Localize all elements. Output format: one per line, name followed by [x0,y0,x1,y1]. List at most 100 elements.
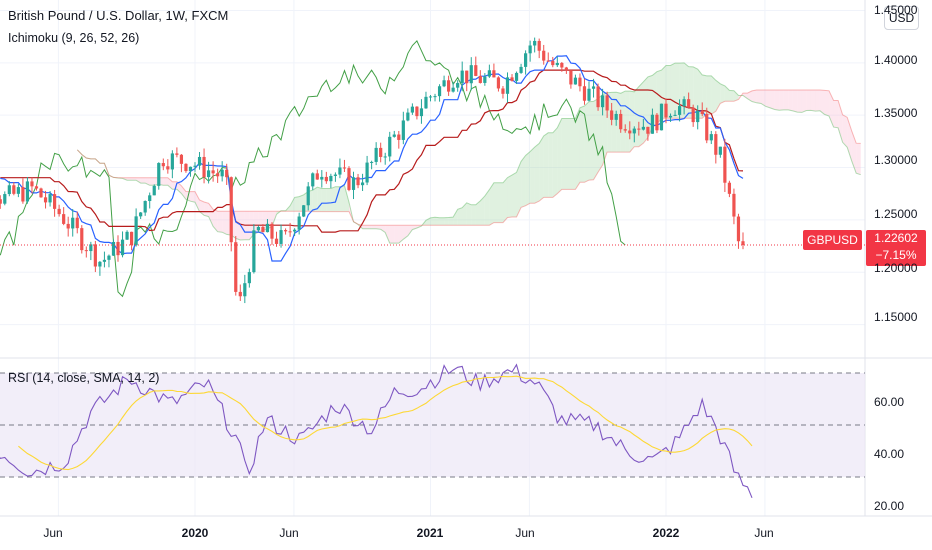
candle-body [388,136,392,157]
ichimoku-cloud [838,100,843,143]
ichimoku-cloud [810,89,816,112]
ichimoku-cloud [502,177,508,223]
candle-body [501,88,505,94]
ichimoku-cloud [475,200,481,226]
candle-body [311,173,315,187]
candle-body [274,238,279,244]
candle-body [66,223,70,229]
candle-body [53,194,57,209]
candle-body [84,250,88,252]
candle-body [696,110,700,123]
candle-body [256,227,261,231]
candle-body [338,167,342,175]
ichimoku-cloud [684,62,689,119]
candle-body [161,163,165,167]
ichimoku-cloud [720,83,725,104]
ichimoku-cloud [462,202,467,226]
candle-body [600,95,605,108]
ichimoku-cloud [448,217,454,226]
ichimoku-cloud [797,89,802,113]
candle-body [383,156,387,158]
ichimoku-cloud [321,188,327,212]
candle-body [188,166,193,172]
candle-body [12,185,16,194]
candle-body [297,216,301,230]
ichimoku-cloud [367,225,372,229]
last-price-value: 1.22602 [874,231,918,245]
ichimoku-cloud [176,181,182,194]
candle-body [569,70,573,85]
ichimoku-cloud [806,89,811,111]
ichimoku-cloud [616,92,621,153]
candle-body [360,182,365,186]
candle-body [582,86,587,101]
ichimoku-cloud [127,177,132,181]
candle-body [573,77,578,85]
candle-body [175,153,179,155]
candle-body [401,120,405,140]
candle-body [542,50,546,61]
price-tick: 1.40000 [874,53,918,67]
ichimoku-cloud [761,89,766,107]
candle-body [7,185,11,195]
candle-body [129,231,134,246]
ichimoku-cloud [561,118,567,190]
candle-body [247,272,251,284]
currency-button[interactable]: USD [884,6,919,30]
ichimoku-cloud [403,225,408,240]
ichimoku-cloud [389,225,395,244]
candle-body [21,187,25,202]
candle-body [392,134,396,137]
ichimoku-cloud [521,155,526,208]
ichimoku-cloud [330,186,336,212]
candle-body [374,147,378,162]
time-tick: Jun [279,526,299,540]
ichimoku-cloud [566,118,571,190]
candle-body [315,173,319,180]
ichimoku-cloud [697,69,703,119]
candle-body [3,194,7,204]
ichimoku-cloud [525,151,531,206]
candle-body [252,230,256,273]
candle-body [107,255,111,260]
candle-body [351,177,356,190]
ichimoku-cloud [394,225,399,244]
candle-body [732,193,736,217]
ichimoku-cloud [534,143,540,204]
candle-body [718,146,722,155]
candle-body [279,230,283,244]
candle-body [48,194,52,203]
price-tick: 1.20000 [874,261,918,275]
ichimoku-cloud [842,114,848,148]
candle-body [560,62,564,68]
candle-body [229,177,233,243]
ichimoku-cloud [167,177,173,190]
ichimoku-cloud [489,182,494,226]
price-tick: 1.45000 [874,3,918,17]
candle-body [614,113,618,120]
candle-body [116,241,120,256]
ichimoku-cloud [801,89,807,113]
ichimoku-cloud [326,188,331,212]
ichimoku-cloud [779,89,784,111]
ichimoku-cloud [752,89,757,103]
ichimoku-cloud [557,118,562,194]
ichimoku-cloud [493,182,499,223]
ichimoku-cloud [670,63,676,119]
candle-body [705,114,709,141]
candle-body [342,167,347,169]
ichimoku-cloud [552,127,558,198]
candle-body [424,96,428,109]
candle-body [243,283,247,297]
candle-body [306,186,310,206]
senkou-span-b-line [76,89,861,226]
ichimoku-cloud [258,211,263,233]
price-tick: 1.25000 [874,207,918,221]
candle-body [700,110,704,115]
ichimoku-cloud [512,172,517,217]
candle-body [206,170,211,178]
ichimoku-cloud [208,203,214,227]
ichimoku-cloud [634,86,639,147]
ichimoku-cloud [715,80,721,112]
